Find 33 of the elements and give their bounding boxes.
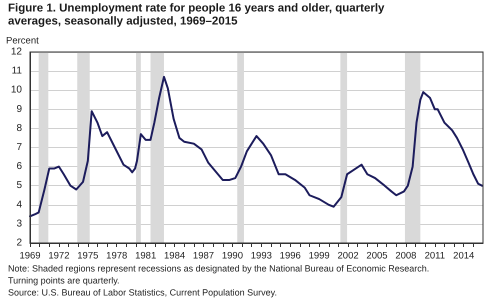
source-note: Source: U.S. Bureau of Labor Statistics, Current Population Survey. — [8, 288, 277, 298]
y-tick-label: 9 — [16, 104, 22, 115]
text: Note: Shaded regions represent recessions as designated by the National Bureau of Economic Research. — [8, 264, 430, 274]
x-tick-label: 1984 — [164, 250, 186, 262]
line-series — [29, 76, 484, 218]
x-tick-label: 1972 — [48, 250, 70, 262]
x-tick-label: 2014 — [453, 250, 474, 262]
x-tick-label: 1975 — [77, 250, 98, 262]
x-tick-label: 1978 — [106, 250, 128, 262]
y-tick-label: 11 — [12, 66, 22, 77]
x-tick-label: 1990 — [222, 250, 243, 262]
y-tick-label: 8 — [16, 122, 22, 134]
y-tick-label: 12 — [10, 46, 22, 58]
y-tick-label: 10 — [10, 84, 22, 96]
y-tick-label: 7 — [16, 142, 22, 153]
x-tick-label: 1987 — [192, 250, 214, 262]
y-tick-label: 3 — [16, 218, 22, 230]
x-tick-label: 2005 — [366, 250, 388, 262]
y-tick-label: 5 — [16, 180, 22, 192]
y-tick-label: 4 — [16, 199, 22, 210]
y-tick-label: 2 — [16, 238, 22, 248]
y-axis-title: Percent — [6, 36, 40, 46]
x-tick-label: 1981 — [135, 250, 156, 262]
y-tick-label: 6 — [16, 161, 22, 172]
x-tick-label: 2008 — [395, 250, 416, 262]
x-tick-label: 1993 — [250, 250, 272, 262]
text: Turning points are quarterly. — [8, 276, 120, 286]
x-tick-label: 2002 — [337, 250, 359, 262]
x-tick-label: 1999 — [308, 250, 330, 262]
x-tick-label: 1996 — [280, 250, 301, 262]
chart-title: Figure 1. Unemployment rate for people 16 years and older, quarterly averages, seasonally adjusted, 1969–2015 — [8, 2, 388, 28]
x-tick-label: 1969 — [19, 250, 41, 262]
x-tick-label: 2011 — [424, 250, 446, 262]
